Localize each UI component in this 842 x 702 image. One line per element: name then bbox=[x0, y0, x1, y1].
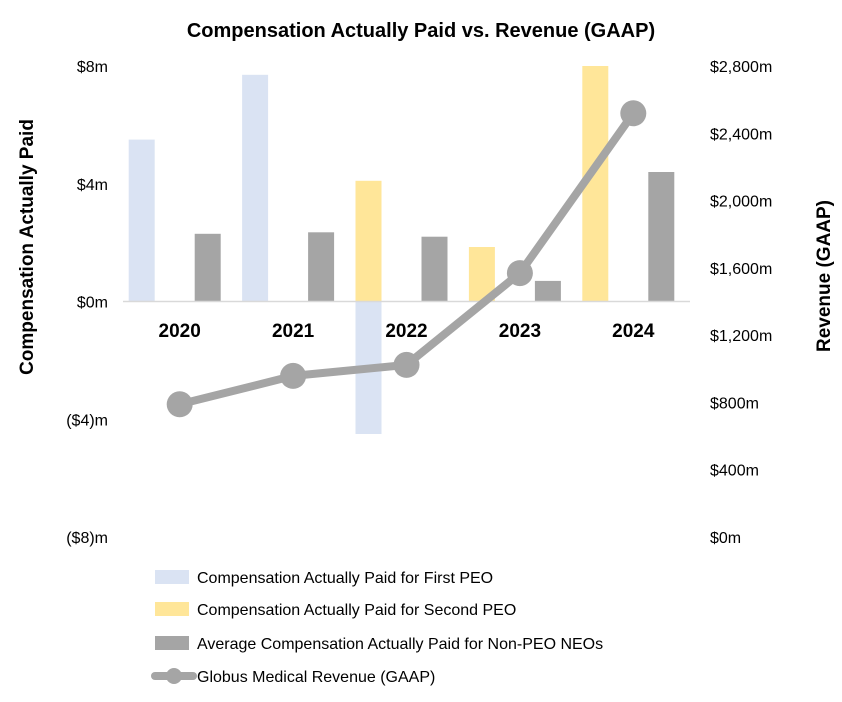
right-tick-label: $0m bbox=[710, 530, 741, 547]
right-tick-label: $1,600m bbox=[710, 261, 772, 278]
bar-average-compensation-actually-paid-for-non-peo-neos-2020 bbox=[194, 233, 221, 302]
category-label-2021: 2021 bbox=[272, 321, 315, 342]
revenue-point-2024 bbox=[620, 100, 647, 127]
right-tick-label: $2,400m bbox=[710, 126, 772, 143]
bar-compensation-actually-paid-for-first-peo-2020 bbox=[128, 139, 155, 302]
revenue-point-2021 bbox=[280, 362, 307, 389]
category-label-2020: 2020 bbox=[159, 321, 201, 342]
right-tick-label: $2,000m bbox=[710, 194, 772, 211]
bar-average-compensation-actually-paid-for-non-peo-neos-2024 bbox=[648, 172, 675, 302]
left-tick-label: ($4)m bbox=[66, 412, 108, 429]
right-axis-title: Revenue (GAAP) bbox=[814, 200, 835, 352]
legend-swatch-2 bbox=[155, 636, 189, 650]
revenue-point-2022 bbox=[393, 351, 420, 378]
chart-title: Compensation Actually Paid vs. Revenue (… bbox=[187, 20, 655, 42]
legend-label-1: Compensation Actually Paid for Second PE… bbox=[197, 602, 516, 619]
legend-swatch-marker bbox=[166, 668, 182, 684]
left-axis-title: Compensation Actually Paid bbox=[17, 119, 38, 375]
bar-average-compensation-actually-paid-for-non-peo-neos-2023 bbox=[534, 280, 561, 302]
left-tick-label: $4m bbox=[77, 177, 108, 194]
left-tick-label: ($8)m bbox=[66, 530, 108, 547]
legend-swatch-1 bbox=[155, 602, 189, 616]
revenue-point-2023 bbox=[506, 260, 533, 287]
bar-average-compensation-actually-paid-for-non-peo-neos-2022 bbox=[421, 236, 448, 302]
left-tick-label: $8m bbox=[77, 59, 108, 76]
legend-label-3: Globus Medical Revenue (GAAP) bbox=[197, 669, 435, 686]
legend-swatch-0 bbox=[155, 570, 189, 584]
right-tick-label: $2,800m bbox=[710, 59, 772, 76]
category-label-2024: 2024 bbox=[612, 321, 655, 342]
right-tick-label: $1,200m bbox=[710, 328, 772, 345]
legend-label-0: Compensation Actually Paid for First PEO bbox=[197, 570, 493, 587]
bar-average-compensation-actually-paid-for-non-peo-neos-2021 bbox=[308, 232, 335, 302]
category-label-2022: 2022 bbox=[385, 321, 427, 342]
right-tick-label: $800m bbox=[710, 395, 759, 412]
bar-compensation-actually-paid-for-second-peo-2022 bbox=[355, 180, 382, 302]
bar-compensation-actually-paid-for-first-peo-2021 bbox=[242, 74, 269, 302]
legend-label-2: Average Compensation Actually Paid for N… bbox=[197, 636, 603, 653]
category-label-2023: 2023 bbox=[499, 321, 541, 342]
left-tick-label: $0m bbox=[77, 295, 108, 312]
revenue-point-2020 bbox=[166, 391, 193, 418]
right-tick-label: $400m bbox=[710, 463, 759, 480]
